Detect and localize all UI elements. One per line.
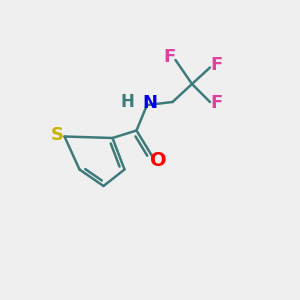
Text: S: S — [50, 126, 64, 144]
Text: H: H — [121, 93, 134, 111]
Text: F: F — [210, 94, 222, 112]
Text: O: O — [150, 151, 167, 170]
Text: F: F — [164, 48, 175, 66]
Text: N: N — [142, 94, 158, 112]
Text: F: F — [210, 56, 222, 74]
